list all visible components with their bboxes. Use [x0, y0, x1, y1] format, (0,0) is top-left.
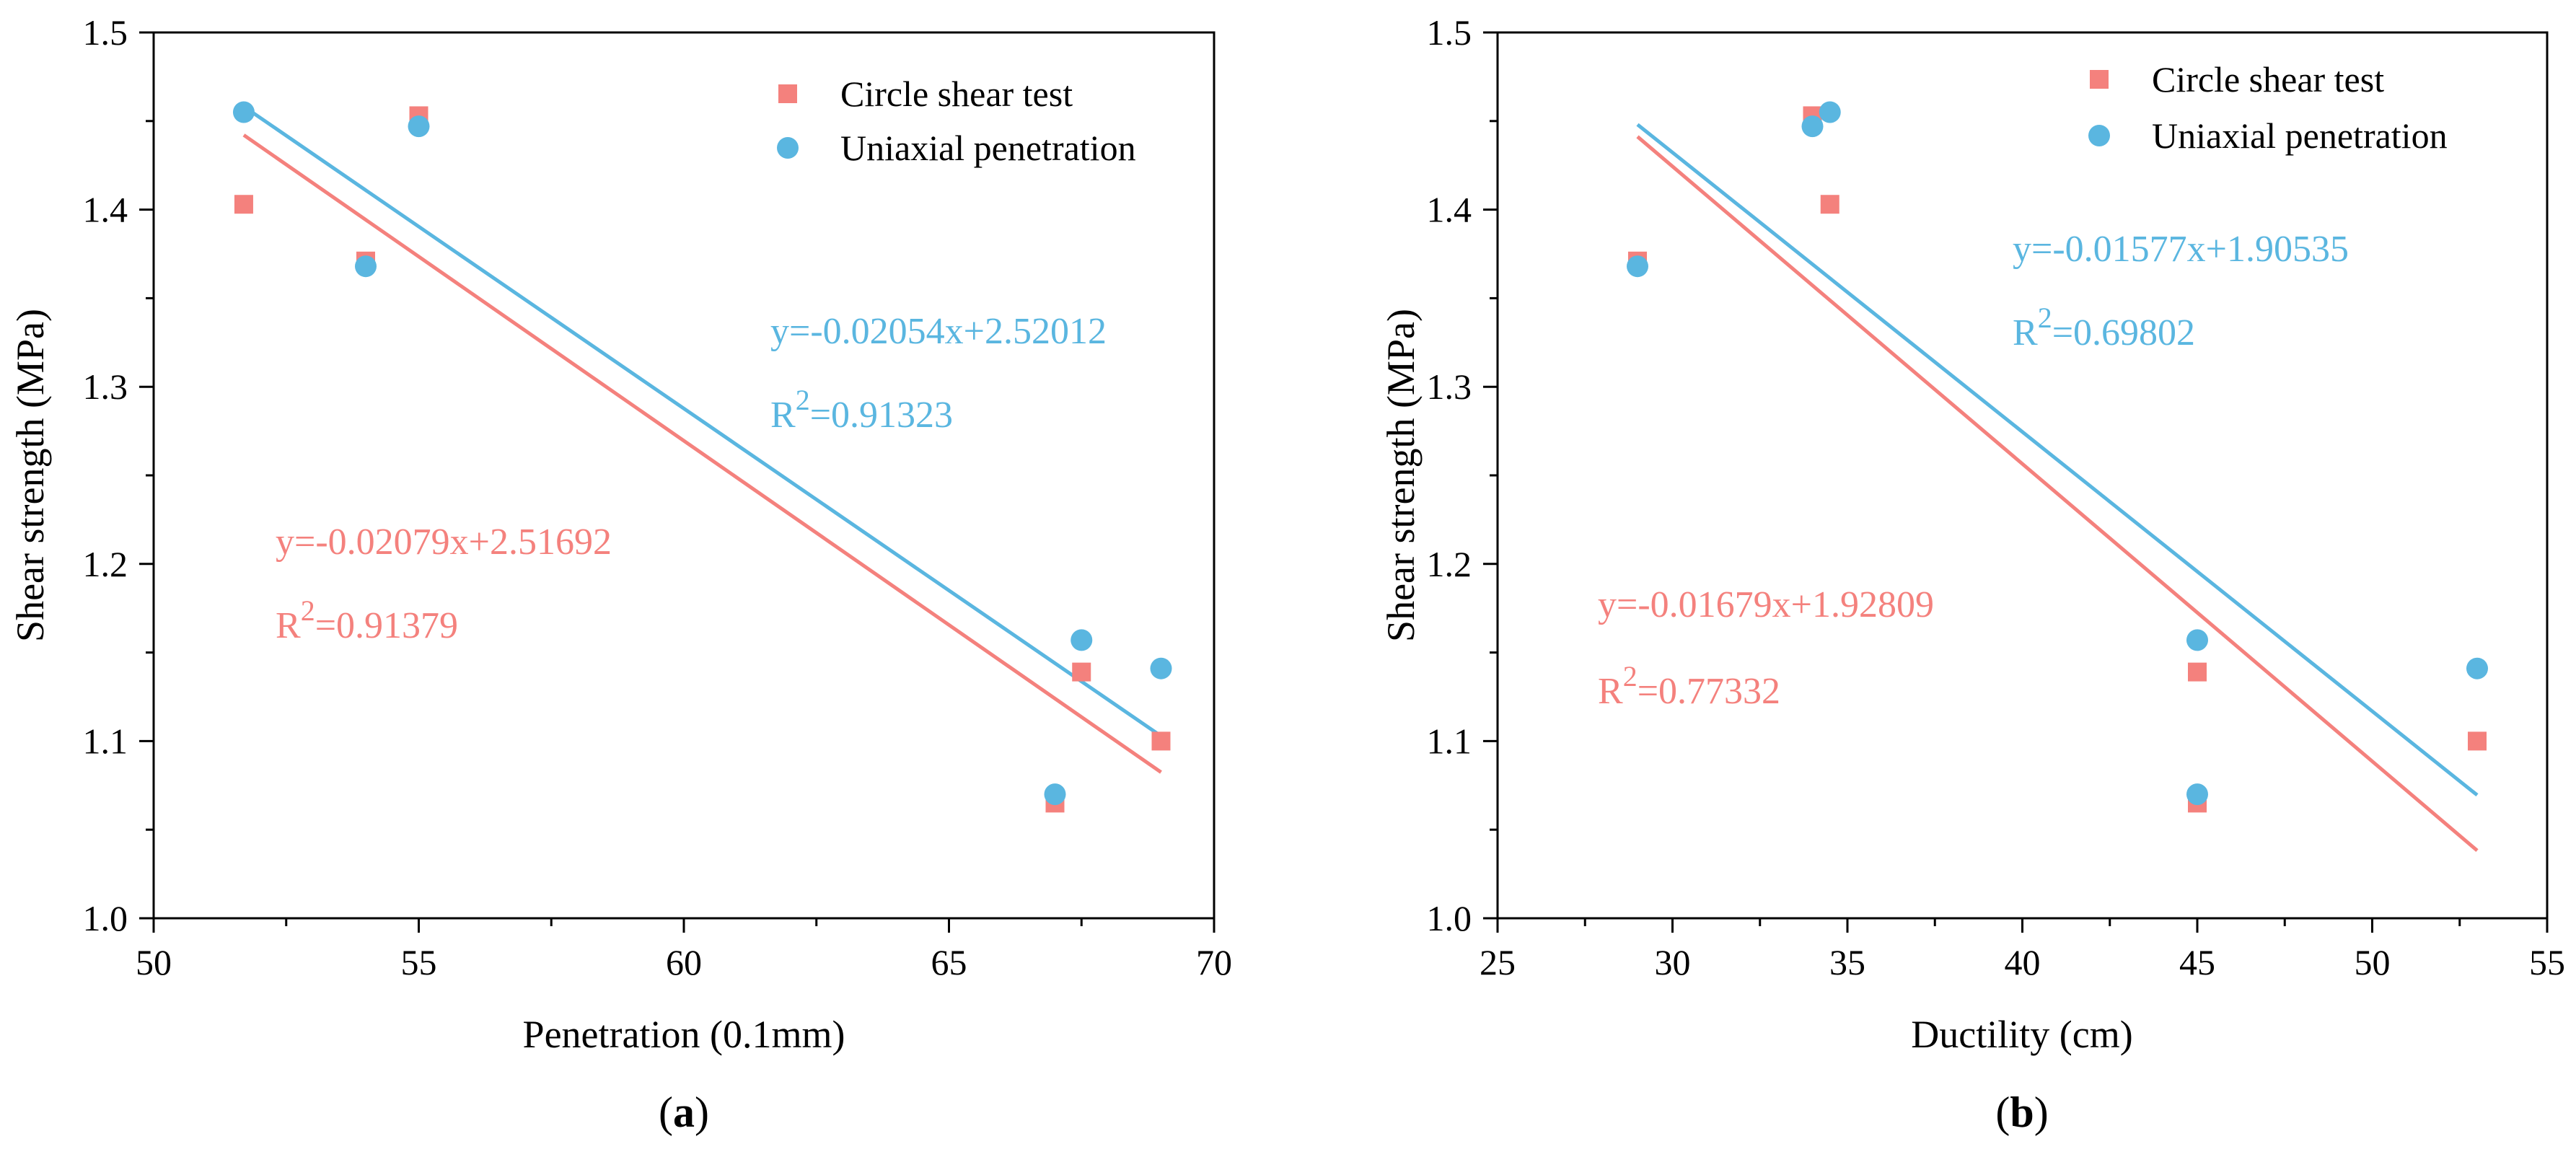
- y-tick-label: 1.0: [83, 898, 128, 938]
- y-tick-label: 1.5: [1427, 12, 1472, 53]
- fit-line-uniaxial: [242, 105, 1162, 738]
- y-tick-label: 1.3: [83, 366, 128, 407]
- panel-label-letter: a: [673, 1088, 695, 1136]
- fit-equation: y=-0.02054x+2.52012: [770, 311, 1107, 352]
- plot-frame: [1496, 31, 2549, 920]
- y-tick-label: 1.5: [83, 12, 128, 53]
- x-tick-label: 55: [401, 942, 437, 982]
- fit-equation: y=-0.01679x+1.92809: [1598, 584, 1934, 625]
- x-tick-label: 35: [1829, 942, 1865, 982]
- legend-marker-square: [2090, 70, 2109, 89]
- data-point-circle: [1071, 629, 1093, 651]
- y-tick-label: 1.0: [1427, 898, 1472, 938]
- x-tick-label: 40: [2005, 942, 2041, 982]
- fit-line-uniaxial: [1636, 123, 2479, 797]
- data-point-circle: [2466, 657, 2488, 679]
- legend-marker-circle: [777, 137, 799, 159]
- y-axis-label: Shear strength (MPa): [9, 309, 52, 642]
- data-point-circle: [1819, 101, 1841, 123]
- panel-label-letter: b: [2010, 1088, 2034, 1136]
- fit-line-circle-shear: [1636, 135, 2479, 853]
- y-tick-label: 1.1: [1427, 721, 1472, 761]
- y-tick-label: 1.2: [1427, 544, 1472, 584]
- x-tick-label: 55: [2529, 942, 2565, 982]
- data-point-circle: [1627, 255, 1648, 278]
- y-tick-label: 1.4: [83, 190, 128, 230]
- fit-equation: y=-0.02079x+2.51692: [276, 522, 612, 563]
- r-squared: R2=0.77332: [1598, 660, 1780, 712]
- r-squared: R2=0.91323: [770, 384, 953, 436]
- legend-label: Circle shear test: [2152, 59, 2384, 100]
- data-point-circle: [408, 115, 430, 138]
- data-point-square: [1151, 731, 1171, 751]
- data-point-square: [234, 195, 253, 214]
- x-tick-label: 50: [136, 942, 172, 982]
- y-axis-label: Shear strength (MPa): [1379, 309, 1423, 642]
- fit-equation: y=-0.01577x+1.90535: [2013, 229, 2349, 270]
- data-point-circle: [1150, 657, 1172, 679]
- chart-panel-a: 50 55 60 65 70 1.0 1.1 1.2 1.3 1.4 1.5 Penetration …: [9, 12, 1232, 1136]
- legend-label: Uniaxial penetration: [840, 128, 1136, 168]
- x-tick-label: 60: [666, 942, 702, 982]
- legend-label: Uniaxial penetration: [2152, 115, 2448, 156]
- data-point-circle: [2186, 783, 2208, 806]
- panel-label: (b): [1995, 1088, 2048, 1136]
- legend-marker-square: [778, 84, 797, 103]
- x-tick-label: 70: [1196, 942, 1232, 982]
- y-tick-label: 1.1: [83, 721, 128, 761]
- x-tick-label: 65: [931, 942, 967, 982]
- x-axis-label: Ductility (cm): [1911, 1013, 2132, 1056]
- x-tick-label: 50: [2355, 942, 2391, 982]
- y-tick-label: 1.4: [1427, 190, 1472, 230]
- fit-line-circle-shear: [242, 133, 1162, 774]
- r-squared: R2=0.91379: [276, 594, 458, 646]
- legend-label: Circle shear test: [840, 74, 1073, 114]
- x-axis-label: Penetration (0.1mm): [523, 1013, 845, 1056]
- x-tick-label: 30: [1655, 942, 1691, 982]
- panel-label: (a): [659, 1088, 709, 1136]
- data-point-square: [2188, 662, 2207, 682]
- y-tick-label: 1.3: [1427, 366, 1472, 407]
- x-tick-label: 25: [1480, 942, 1516, 982]
- data-point-square: [1820, 195, 1839, 214]
- r-squared: R2=0.69802: [2013, 302, 2195, 353]
- chart-panel-b: 25 30 35 40 45 50 55 1.0 1.1 1.2 1.3 1.4 1.5 Ductilit…: [1379, 12, 2565, 1136]
- x-tick-label: 45: [2179, 942, 2215, 982]
- legend-marker-circle: [2088, 125, 2110, 146]
- data-point-circle: [355, 255, 377, 278]
- data-point-circle: [232, 101, 255, 123]
- data-point-circle: [2186, 629, 2208, 651]
- data-point-square: [1072, 662, 1091, 682]
- data-point-square: [2468, 731, 2487, 751]
- data-point-circle: [1801, 115, 1824, 138]
- data-point-circle: [1044, 783, 1066, 806]
- y-tick-label: 1.2: [83, 544, 128, 584]
